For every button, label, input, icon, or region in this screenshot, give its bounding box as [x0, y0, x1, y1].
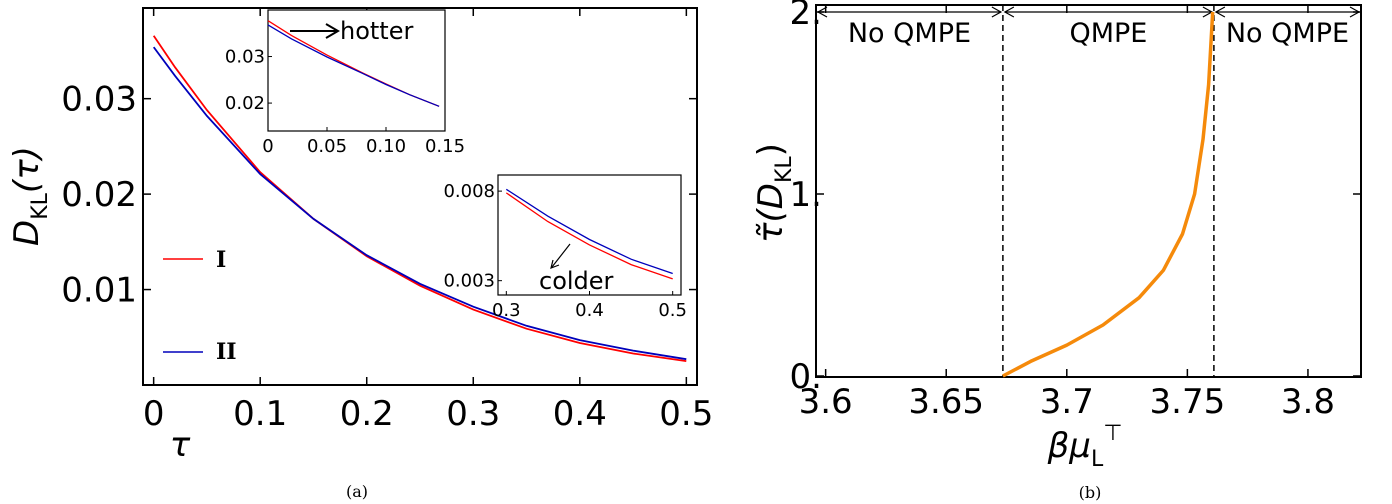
panel-b-y-label: τ̃(DKL)	[751, 143, 797, 243]
y-tick-label: 0.	[790, 357, 822, 397]
inset-x-tick-label: 0.15	[425, 136, 465, 157]
y-label-main: D	[7, 220, 47, 246]
panel-b-y-ticks: 0. 1. 2.	[790, 0, 1361, 397]
y-label-sub: KL	[28, 192, 53, 219]
inset-y-tick-label: 0.008	[443, 181, 495, 202]
region-label: No QMPE	[848, 18, 971, 49]
panel-a: 0 0.1 0.2 0.3 0.4 0.5 0.01 0.02 0.03 I II 0 0.05…	[7, 7, 713, 501]
x-tick-label: 3.65	[908, 382, 984, 422]
y-tick-label: 2.	[790, 0, 822, 33]
inset-bottom: 0.3 0.4 0.5 0.003 0.008 colder	[443, 174, 687, 321]
panel-b-x-label: βμL⊤	[1047, 421, 1123, 472]
x-tick-label: 0.4	[553, 394, 607, 434]
region-label: No QMPE	[1226, 18, 1349, 49]
orange-curve	[1002, 11, 1215, 378]
x-tick-label: 0.1	[233, 394, 287, 434]
inset-bottom-ticks: 0.3 0.4 0.5 0.003 0.008	[443, 181, 687, 321]
legend-label-I: I	[216, 247, 226, 273]
series-line-I	[152, 35, 687, 362]
panel-a-caption: (a)	[346, 482, 368, 501]
region-arrow-head	[816, 6, 828, 18]
inset-x-tick-label: 0.10	[366, 136, 406, 157]
colder-arrow-head	[550, 259, 560, 269]
inset-x-tick-label: 0.5	[658, 300, 687, 321]
inset-bottom-frame	[497, 174, 682, 296]
region-arrow-head	[1003, 6, 1015, 18]
x-label-sup: ⊤	[1103, 421, 1122, 446]
panel-a-y-ticks: 0.01 0.02 0.03	[61, 80, 697, 311]
inset-y-tick-label: 0.02	[225, 93, 265, 114]
y-tick-label: 0.03	[61, 80, 137, 120]
inset-top-series	[267, 20, 440, 107]
panel-b-frame	[815, 4, 1362, 378]
inset-y-tick-label: 0.03	[225, 47, 265, 68]
inset-series-II	[267, 24, 440, 107]
series-line-II	[152, 46, 687, 361]
y-tick-label: 1.	[790, 175, 822, 215]
panel-b-boundaries	[1002, 5, 1215, 377]
y-label-tail: (τ)	[7, 146, 47, 193]
y-label-main-b: τ̃(D	[751, 183, 791, 243]
panel-a-legend: I II	[163, 247, 237, 365]
hotter-annotation: hotter	[340, 17, 413, 45]
x-tick-label: 0	[143, 394, 165, 434]
hotter-arrow-head	[325, 23, 340, 39]
x-label-sub: L	[1091, 447, 1104, 472]
inset-bottom-series	[505, 188, 673, 280]
svg-text:DKL(τ): DKL(τ)	[7, 146, 53, 246]
inset-x-tick-label: 0	[262, 136, 273, 157]
panel-b-caption: (b)	[1079, 483, 1102, 502]
x-tick-label: 3.7	[1040, 382, 1094, 422]
y-label-tail-b: )	[751, 143, 791, 156]
x-tick-label: 0.2	[340, 394, 394, 434]
x-tick-label: 0.3	[446, 394, 500, 434]
y-label-sub-b: KL	[772, 156, 797, 183]
x-tick-label: 3.8	[1281, 382, 1335, 422]
inset-series-II	[505, 188, 673, 275]
y-tick-label: 0.01	[61, 271, 137, 311]
panel-b-regions: No QMPE QMPE No QMPE	[816, 6, 1361, 49]
x-tick-label: 0.5	[659, 394, 713, 434]
x-label-main: βμ	[1047, 426, 1091, 466]
panel-b: 3.6 3.65 3.7 3.75 3.8 0.1.2. No QMPE QMPE No Q…	[751, 0, 1362, 502]
panel-a-x-ticks: 0 0.1 0.2 0.3 0.4 0.5	[143, 8, 713, 434]
panel-a-y-label: DKL(τ)	[7, 146, 53, 246]
inset-top-ticks: 0 0.05 0.10 0.15 0.02 0.03	[225, 47, 465, 157]
inset-x-tick-label: 0.3	[492, 300, 521, 321]
y-tick-label: 0.02	[61, 175, 137, 215]
colder-arrow	[551, 243, 571, 268]
panel-a-frame	[142, 7, 698, 386]
region-arrow-head	[991, 6, 1003, 18]
svg-text:τ̃(DKL): τ̃(DKL)	[751, 143, 797, 243]
panel-a-series	[152, 35, 687, 362]
panel-b-x-ticks: 3.6 3.65 3.7 3.75 3.8	[799, 5, 1335, 422]
inset-top: 0 0.05 0.10 0.15 0.02 0.03 hotter	[225, 9, 465, 157]
panel-a-x-label: τ	[170, 425, 191, 465]
region-arrow-head	[1349, 6, 1361, 18]
region-label: QMPE	[1069, 18, 1147, 49]
x-tick-label: 3.6	[799, 382, 853, 422]
colder-annotation: colder	[539, 267, 614, 295]
legend-label-II: II	[216, 339, 237, 365]
x-tick-label: 3.75	[1150, 382, 1226, 422]
inset-y-tick-label: 0.003	[443, 271, 495, 292]
inset-x-tick-label: 0.05	[307, 136, 347, 157]
inset-series-I	[505, 192, 673, 280]
panel-b-series	[1002, 11, 1215, 378]
inset-x-tick-label: 0.4	[575, 300, 604, 321]
region-arrow-head	[1214, 6, 1226, 18]
